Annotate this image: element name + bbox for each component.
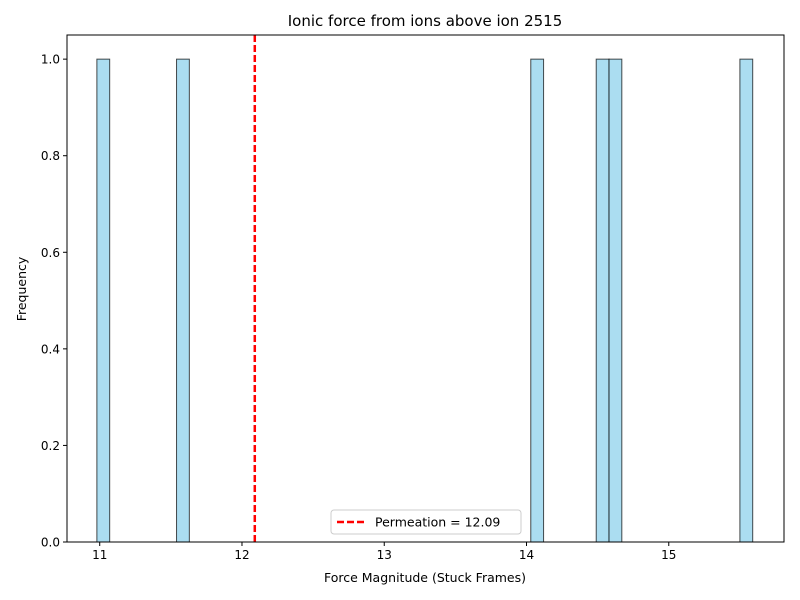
y-tick-label: 0.0 <box>41 536 60 550</box>
y-tick-label: 0.2 <box>41 439 60 453</box>
histogram-bar <box>608 58 623 543</box>
chart-title: Ionic force from ions above ion 2515 <box>288 12 563 30</box>
y-tick-label: 0.4 <box>41 342 60 356</box>
histogram-bar <box>176 58 190 543</box>
histogram-bar <box>595 58 610 543</box>
plot-frame <box>66 34 785 543</box>
x-tick-label: 15 <box>661 548 676 562</box>
legend-label: Permeation = 12.09 <box>375 515 500 530</box>
legend: Permeation = 12.09 <box>330 509 522 535</box>
x-tick-label: 12 <box>234 548 249 562</box>
x-tick-label: 11 <box>92 548 107 562</box>
histogram-bar <box>739 58 754 543</box>
legend-box <box>330 509 522 535</box>
histogram-bar <box>96 58 111 543</box>
y-axis-label: Frequency <box>14 256 29 321</box>
x-ticks: 11 12 13 14 15 <box>92 542 676 562</box>
histogram-bar <box>530 58 545 543</box>
y-tick-label: 0.8 <box>41 149 60 163</box>
x-tick-label: 13 <box>377 548 392 562</box>
x-tick-label: 14 <box>519 548 534 562</box>
x-axis-label: Force Magnitude (Stuck Frames) <box>324 570 526 585</box>
bars-layer <box>96 58 754 543</box>
y-tick-label: 0.6 <box>41 246 60 260</box>
y-tick-label: 1.0 <box>41 53 60 67</box>
y-ticks: 0.0 0.2 0.4 0.6 0.8 1.0 <box>41 53 67 550</box>
